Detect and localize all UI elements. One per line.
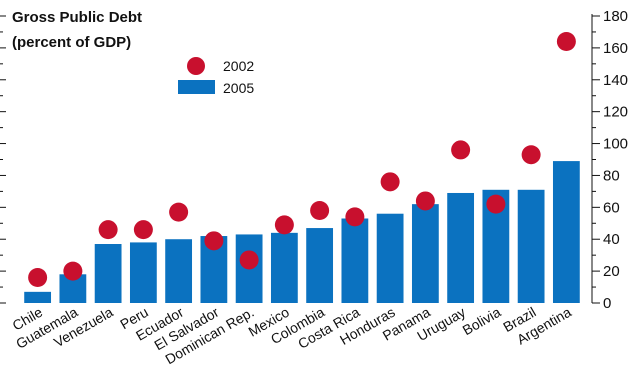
y-tick-label: 0	[603, 295, 611, 312]
marker-2002	[310, 201, 330, 221]
y-tick-label: 140	[603, 72, 628, 89]
bar-2005	[94, 244, 122, 303]
y-tick-label: 60	[603, 199, 620, 216]
y-tick-label: 180	[603, 8, 628, 25]
bar-2005	[165, 239, 193, 303]
y-tick-label: 160	[603, 40, 628, 57]
marker-2002	[63, 261, 83, 281]
y-tick-label: 100	[603, 136, 628, 153]
bar-2005	[129, 242, 157, 303]
legend-marker-2002	[187, 57, 205, 75]
bar-2005	[517, 189, 545, 303]
legend-swatch-2005	[178, 80, 215, 94]
marker-2002	[133, 220, 153, 240]
marker-2002	[239, 250, 259, 270]
markers-2002	[28, 32, 576, 287]
right-axis: 0 20 40 60 80 100 120 140 160 180	[591, 8, 628, 312]
bar-2005	[306, 228, 334, 303]
marker-2002	[521, 145, 541, 165]
bar-2005	[552, 161, 580, 303]
bar-2005	[411, 204, 439, 303]
bar-2005	[24, 291, 52, 303]
marker-2002	[451, 140, 471, 160]
y-tick-label: 120	[603, 104, 628, 121]
marker-2002	[345, 207, 365, 227]
marker-2002	[415, 191, 435, 211]
legend-label-2005: 2005	[223, 80, 254, 96]
marker-2002	[486, 194, 506, 214]
y-tick-label: 20	[603, 263, 620, 280]
y-tick-label: 80	[603, 167, 620, 184]
marker-2002	[98, 220, 118, 240]
left-axis-ticks	[0, 15, 6, 304]
marker-2002	[204, 231, 224, 251]
bar-2005	[270, 232, 298, 303]
chart-title: Gross Public Debt	[12, 9, 142, 26]
bar-2005	[447, 192, 475, 303]
category-label: Bolivia	[460, 304, 504, 339]
legend-label-2002: 2002	[223, 58, 254, 74]
marker-2002	[169, 202, 189, 222]
legend: 2002 2005	[178, 57, 254, 96]
marker-2002	[274, 215, 294, 235]
marker-2002	[556, 32, 576, 52]
y-tick-label: 40	[603, 231, 620, 248]
bar-2005	[341, 218, 369, 303]
marker-2002	[28, 267, 48, 287]
bars-2005	[24, 161, 580, 303]
bar-2005	[376, 213, 404, 303]
marker-2002	[380, 172, 400, 192]
chart-subtitle: (percent of GDP)	[12, 34, 131, 51]
